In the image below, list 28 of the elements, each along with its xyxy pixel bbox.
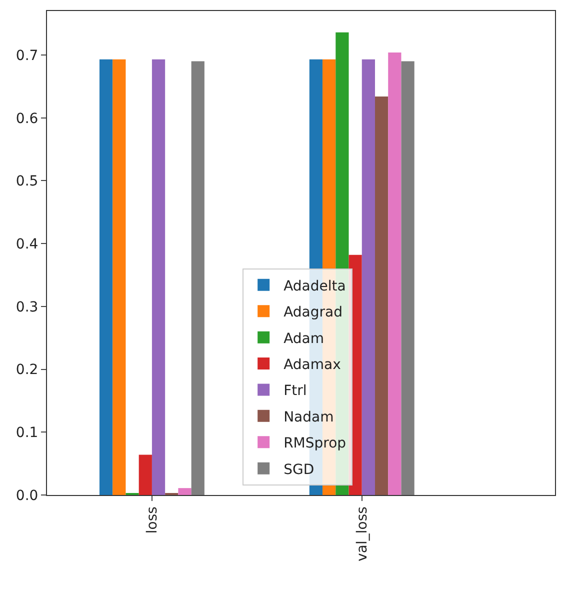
legend-label: Adadelta <box>284 278 346 294</box>
bar <box>112 59 126 495</box>
y-tick-label: 0.3 <box>16 299 38 316</box>
bar <box>99 59 113 495</box>
legend-label: Adamax <box>284 356 341 373</box>
x-tick-label: val_loss <box>354 506 370 562</box>
y-tick-label: 0.0 <box>16 488 38 504</box>
legend-label: Nadam <box>284 409 334 426</box>
bar <box>178 488 192 495</box>
legend-label: RMSprop <box>284 436 346 452</box>
bar <box>138 454 152 495</box>
legend-label: SGD <box>284 462 314 478</box>
bar <box>191 61 204 495</box>
y-tick-label: 0.4 <box>16 236 38 252</box>
y-tick-label: 0.6 <box>16 110 38 127</box>
bar <box>362 59 375 495</box>
x-tick-label: loss <box>144 506 161 534</box>
bar <box>388 52 402 495</box>
bar <box>401 61 414 495</box>
y-tick-label: 0.2 <box>16 362 38 378</box>
legend-label: Ftrl <box>284 383 307 400</box>
bar <box>375 96 388 495</box>
legend-label: Adagrad <box>284 304 342 321</box>
y-tick-label: 0.1 <box>16 425 38 442</box>
bar <box>152 59 166 495</box>
y-tick-label: 0.5 <box>16 174 38 190</box>
legend-label: Adam <box>284 330 324 347</box>
y-tick-label: 0.7 <box>16 48 38 64</box>
